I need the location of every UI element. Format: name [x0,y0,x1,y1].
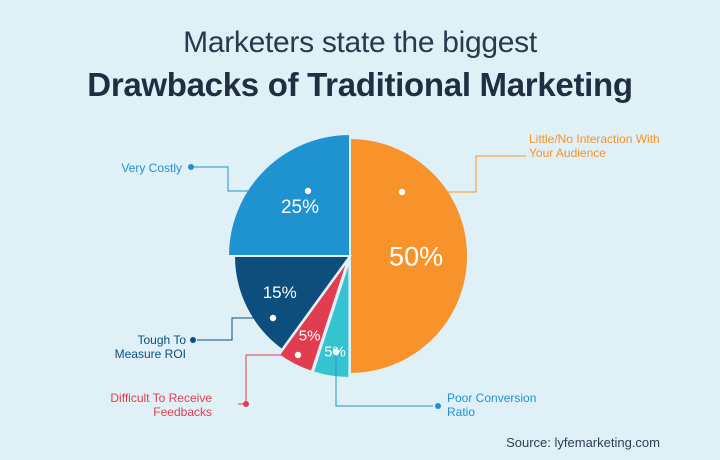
callout-end-dot [435,403,441,409]
slice-category-label: Very Costly [121,161,182,175]
callout-dot [304,187,312,195]
callout-line [335,352,433,407]
slice-percent-label: 25% [281,197,319,218]
chart-title-line2: Drawbacks of Traditional Marketing [87,66,633,103]
pie-slice [349,136,469,376]
pie-slice [311,259,351,379]
callout-dot [398,188,406,196]
pie-slice [226,132,351,257]
pie-slice [232,255,352,352]
slice-category-label: Poor Conversion Ratio [447,391,536,419]
callout-dot [294,351,302,359]
source-credit: Source: lyfemarketing.com [506,435,660,450]
callout-end-dot [188,164,194,170]
slice-percent-label: 50% [389,242,443,272]
callout-line [238,354,298,405]
callout-dot [332,348,340,356]
callout-line [191,166,308,192]
callout-end-dot [190,337,196,343]
callout-line [197,317,273,341]
slice-percent-label: 15% [263,283,297,302]
slice-category-label: Little/No Interaction With Your Audience [529,132,660,160]
callout-dot [269,314,277,322]
callout-line [402,155,526,193]
slice-category-label: Difficult To Receive Feedbacks [110,391,212,419]
callout-end-dot [243,401,249,407]
slice-category-label: Tough To Measure ROI [115,333,187,361]
chart-title-line1: Marketers state the biggest [183,26,537,59]
slice-percent-label: 5% [299,328,321,345]
